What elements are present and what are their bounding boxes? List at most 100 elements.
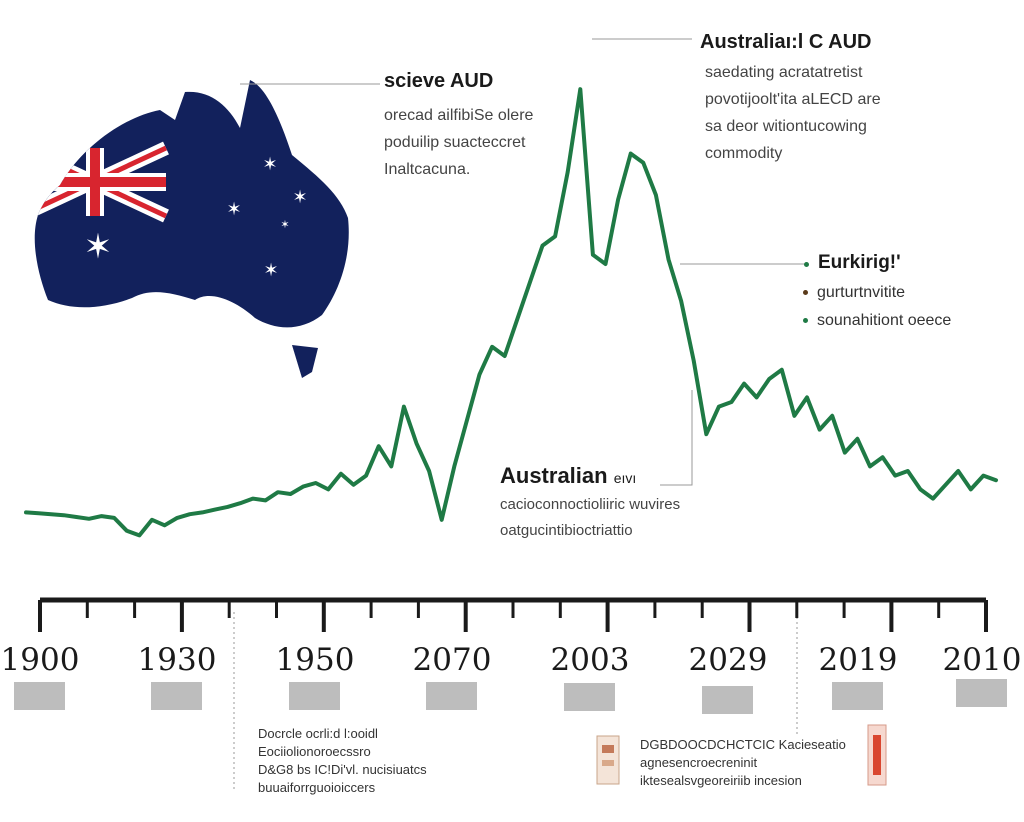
data-point — [351, 483, 356, 487]
footnote-line: DGBDOOCDCHCTCIC Kacieseatio — [640, 737, 846, 752]
data-point — [288, 492, 293, 496]
data-point — [540, 244, 545, 248]
legend-title: Eurkirig!' — [818, 252, 901, 273]
data-point — [780, 368, 784, 372]
footnote-line: agnesencroecreninit — [640, 755, 758, 770]
data-point — [641, 161, 645, 165]
data-point — [477, 372, 482, 376]
legend-item: gurturtnvitite — [803, 284, 905, 302]
annotation-line: oatgucintibioctriattio — [500, 522, 633, 539]
data-point — [855, 437, 860, 441]
data-point — [339, 472, 343, 476]
data-point — [377, 444, 381, 448]
data-point — [956, 469, 960, 473]
data-point — [843, 451, 847, 455]
data-point — [654, 193, 658, 197]
data-point — [162, 523, 167, 527]
data-point — [24, 510, 28, 514]
data-point — [578, 87, 582, 91]
annotation-line: commodity — [705, 145, 783, 162]
series-line — [24, 87, 998, 538]
footnote-line: Docrcle ocrli:d l:ooidl — [258, 726, 378, 741]
data-point — [881, 455, 885, 459]
data-point — [276, 490, 280, 494]
annotation-line: poduilip suacteccret — [384, 134, 526, 151]
data-point — [729, 400, 734, 404]
annotation-line: cacioconnoctioliiric wuvires — [500, 496, 681, 513]
data-point — [125, 529, 129, 533]
svg-text:✶: ✶ — [84, 227, 113, 267]
tick-label-box — [702, 686, 753, 714]
data-point — [969, 487, 973, 491]
leader-dot-icon — [804, 262, 809, 267]
data-point — [666, 257, 671, 261]
data-point — [465, 418, 469, 422]
annotation-text-middle: cacioconnoctioliiric wuvires oatgucintib… — [500, 492, 680, 544]
svg-text:✶: ✶ — [292, 187, 307, 208]
data-point — [36, 511, 41, 515]
data-point — [112, 516, 116, 520]
x-tick-label: 2019 — [818, 642, 898, 678]
annotation-line: orecad ailfibiSe olere — [384, 107, 534, 124]
data-point — [238, 501, 242, 505]
annotation-text-left: orecad ailfibiSe olere poduilip suactecc… — [384, 102, 533, 183]
annotation-title-middle: Australian eıvı — [500, 463, 636, 489]
data-point — [414, 441, 419, 445]
data-point — [188, 512, 192, 516]
tick-label-box — [956, 679, 1007, 707]
data-point — [994, 478, 998, 482]
data-point — [452, 464, 456, 468]
x-tick-label: 2070 — [412, 642, 492, 678]
data-point — [314, 481, 318, 485]
data-point — [263, 498, 267, 503]
x-tick-label: 2010 — [942, 642, 1022, 678]
data-point — [944, 483, 948, 487]
tick-label-box — [289, 682, 340, 710]
svg-text:✶: ✶ — [226, 199, 241, 220]
data-point — [603, 262, 608, 266]
footnote-line: Eociiolionoroecssro — [258, 744, 371, 759]
document-thumbnail-icon — [596, 735, 620, 785]
data-point — [175, 516, 179, 520]
data-point — [427, 469, 431, 473]
footnote-left: Docrcle ocrli:d l:ooidl Eociiolionoroecs… — [258, 725, 427, 797]
legend-dot-icon — [803, 290, 808, 296]
data-point — [364, 474, 368, 478]
annotation-title-right: Australiaı:l C AUD — [700, 31, 872, 53]
data-point — [213, 508, 217, 512]
data-point — [755, 395, 759, 399]
x-tick-label: 2003 — [550, 642, 630, 678]
data-point — [515, 317, 519, 321]
data-point — [566, 170, 570, 174]
data-point — [503, 354, 507, 358]
data-point — [62, 513, 66, 517]
data-point — [629, 152, 633, 156]
data-point — [251, 497, 255, 501]
svg-text:✶: ✶ — [263, 260, 278, 281]
footnote-line: D&G8 bs IC!Di'vl. nucisiuatcs — [258, 762, 427, 777]
tick-label-box — [14, 682, 65, 710]
legend-item: sounahitiont oeece — [803, 312, 951, 330]
svg-text:✶: ✶ — [262, 154, 277, 175]
data-point — [931, 497, 935, 501]
data-point — [74, 515, 78, 519]
data-point — [440, 518, 444, 522]
data-point — [717, 405, 721, 409]
data-point — [87, 517, 91, 521]
x-tick-label: 1950 — [275, 642, 355, 678]
annotation-title-left: scieve AUD — [384, 70, 494, 92]
data-point — [616, 198, 620, 202]
annotation-line: saedating acratatretist — [705, 64, 863, 81]
data-point — [893, 474, 897, 478]
data-point — [389, 464, 393, 468]
data-point — [742, 382, 746, 386]
data-point — [805, 395, 809, 399]
legend-item-label: sounahitiont oeece — [817, 312, 952, 329]
data-point — [906, 469, 910, 473]
data-point — [528, 280, 532, 284]
data-point — [704, 432, 708, 436]
data-point — [301, 485, 305, 489]
x-axis — [38, 597, 988, 632]
annotation-line: povotijoolt'ita aLECD are — [705, 91, 881, 108]
